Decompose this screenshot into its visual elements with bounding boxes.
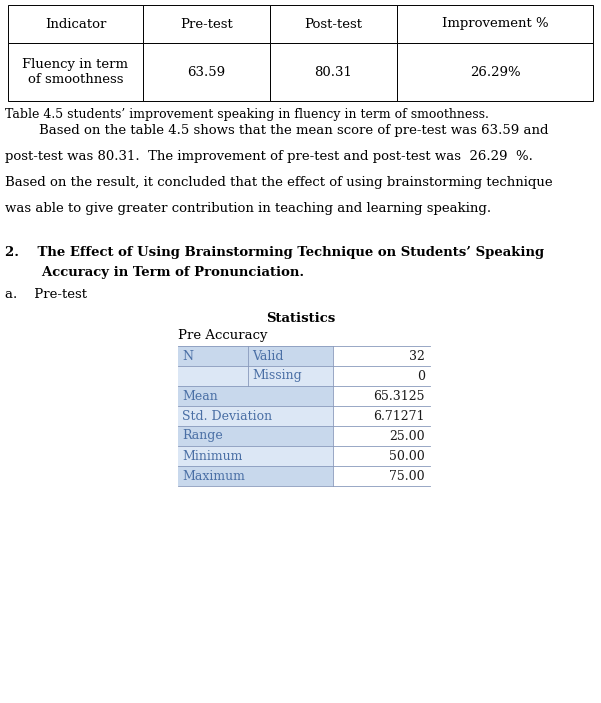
Bar	[333, 426, 430, 446]
Text: Fluency in term
of smoothness: Fluency in term of smoothness	[22, 58, 129, 86]
Text: Indicator: Indicator	[45, 18, 106, 30]
Text: 2.    The Effect of Using Brainstorming Technique on Students’ Speaking: 2. The Effect of Using Brainstorming Tec…	[5, 246, 544, 259]
Bar	[143, 5, 270, 43]
Text: Accuracy in Term of Pronunciation.: Accuracy in Term of Pronunciation.	[5, 266, 304, 279]
Text: 75.00: 75.00	[389, 470, 425, 482]
Text: Statistics: Statistics	[266, 312, 335, 325]
Bar	[248, 346, 333, 366]
Text: post-test was 80.31.  The improvement of pre-test and post-test was  26.29  %.: post-test was 80.31. The improvement of …	[5, 150, 533, 163]
Bar	[178, 426, 333, 446]
Text: Missing: Missing	[252, 370, 302, 382]
Text: Based on the result, it concluded that the effect of using brainstorming techniq: Based on the result, it concluded that t…	[5, 176, 553, 189]
Text: Std. Deviation: Std. Deviation	[182, 410, 272, 423]
Text: Mean: Mean	[182, 389, 218, 403]
Text: Improvement %: Improvement %	[442, 18, 548, 30]
Bar	[178, 366, 248, 386]
Bar	[178, 446, 333, 466]
Text: 65.3125: 65.3125	[373, 389, 425, 403]
Text: Post-test: Post-test	[305, 18, 362, 30]
Bar	[178, 406, 333, 426]
Bar	[333, 386, 430, 406]
Text: 32: 32	[409, 349, 425, 363]
Text: 50.00: 50.00	[389, 449, 425, 463]
Text: Minimum: Minimum	[182, 449, 242, 463]
Text: Valid: Valid	[252, 349, 284, 363]
Text: 80.31: 80.31	[314, 65, 352, 79]
Text: Table 4.5 students’ improvement speaking in fluency in term of smoothness.: Table 4.5 students’ improvement speaking…	[5, 108, 489, 121]
Text: Pre Accuracy: Pre Accuracy	[178, 329, 267, 342]
Bar	[178, 346, 248, 366]
Bar	[333, 366, 430, 386]
Bar	[333, 346, 430, 366]
Bar	[270, 5, 397, 43]
Bar	[178, 466, 333, 486]
Text: 63.59: 63.59	[188, 65, 225, 79]
Text: N: N	[182, 349, 193, 363]
Bar	[397, 43, 593, 101]
Bar	[248, 366, 333, 386]
Bar	[333, 466, 430, 486]
Text: Pre-test: Pre-test	[180, 18, 233, 30]
Bar	[397, 5, 593, 43]
Text: Range: Range	[182, 430, 223, 442]
Bar	[8, 43, 143, 101]
Bar	[178, 386, 333, 406]
Bar	[333, 406, 430, 426]
Text: a.    Pre-test: a. Pre-test	[5, 288, 87, 301]
Bar	[333, 446, 430, 466]
Bar	[143, 43, 270, 101]
Bar	[270, 43, 397, 101]
Text: Maximum: Maximum	[182, 470, 245, 482]
Text: 0: 0	[417, 370, 425, 382]
Text: Based on the table 4.5 shows that the mean score of pre-test was 63.59 and: Based on the table 4.5 shows that the me…	[5, 124, 549, 137]
Text: was able to give greater contribution in teaching and learning speaking.: was able to give greater contribution in…	[5, 202, 491, 215]
Text: 25.00: 25.00	[389, 430, 425, 442]
Text: 6.71271: 6.71271	[373, 410, 425, 423]
Text: 26.29%: 26.29%	[470, 65, 520, 79]
Bar	[8, 5, 143, 43]
